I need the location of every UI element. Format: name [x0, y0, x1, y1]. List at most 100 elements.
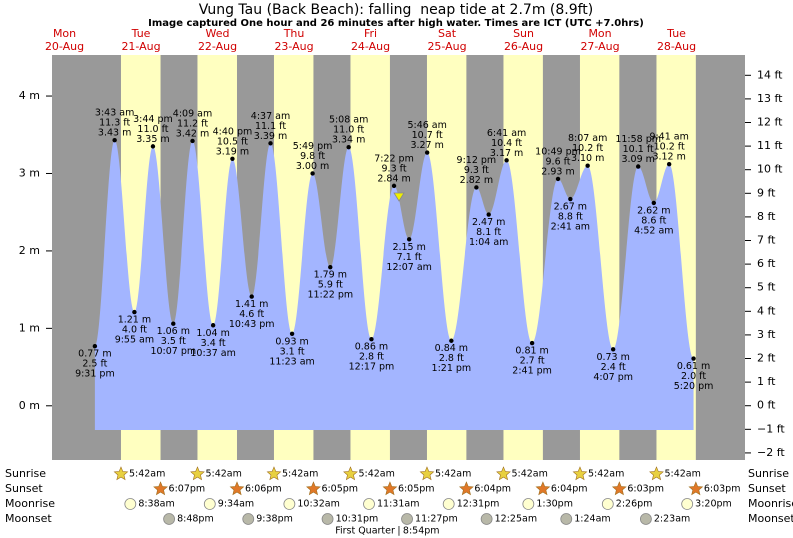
tide-label: 4:52 am — [634, 225, 673, 236]
tide-label: 3.27 m — [410, 140, 443, 151]
moonrise-icon — [203, 498, 216, 510]
moonrise-time: 2:26pm — [616, 499, 653, 510]
tide-label: 2.8 ft — [439, 353, 464, 364]
sunset-icon — [611, 481, 627, 496]
tide-label: 11.2 ft — [177, 118, 208, 129]
moonset-icon — [639, 513, 652, 525]
tide-label: 11.0 ft — [333, 125, 364, 136]
moonset-time: 10:31pm — [336, 514, 379, 525]
chart-subtitle: Image captured One hour and 26 minutes a… — [148, 18, 644, 29]
y-tick-label: 0 m — [19, 399, 40, 412]
tide-label: 0.93 m — [275, 336, 308, 347]
y2-tick-label: 11 ft — [757, 139, 783, 152]
sunrise-icon — [266, 466, 282, 481]
tide-label: 3.35 m — [136, 134, 169, 145]
tide-point — [424, 150, 430, 155]
tide-label: 8.6 ft — [641, 215, 666, 226]
day-name: Fri — [364, 27, 377, 40]
y-tick-label: 3 m — [19, 166, 40, 179]
tide-point — [555, 176, 561, 182]
tide-label: 10:37 am — [190, 348, 235, 359]
tide-label: 9:55 am — [115, 335, 154, 346]
tide-point — [190, 138, 195, 144]
tide-label: 4:37 am — [251, 111, 290, 122]
sunset-time: 6:04pm — [551, 484, 588, 495]
y-tick-label: 4 m — [19, 89, 40, 102]
day-date: 21-Aug — [121, 40, 160, 53]
row-label: Moonrise — [5, 497, 55, 510]
tide-label: 4:40 pm — [213, 126, 253, 137]
tide-label: 2:41 am — [551, 222, 590, 233]
sunset-icon — [535, 481, 551, 496]
day-name: Mon — [53, 27, 76, 40]
tide-label: 10:07 pm — [150, 346, 196, 357]
tide-point — [651, 200, 657, 206]
tide-label: 10.1 ft — [623, 144, 654, 155]
day-name: Sun — [513, 27, 534, 40]
y2-tick-label: 3 ft — [757, 328, 776, 341]
moonrise-icon — [442, 498, 455, 510]
row-label: Sunset — [5, 482, 43, 495]
y2-tick-label: 14 ft — [757, 68, 783, 81]
moonrise-icon — [363, 498, 375, 510]
tide-label: 0.86 m — [355, 342, 388, 353]
sunset-time: 6:05pm — [321, 484, 358, 495]
tide-label: 1.21 m — [118, 315, 151, 326]
tide-label: 10.7 ft — [412, 130, 443, 141]
sunrise-time: 5:42am — [588, 469, 624, 480]
day-date: 28-Aug — [657, 40, 696, 53]
tide-label: 2.8 ft — [359, 352, 384, 363]
moonset-time: 12:25am — [495, 514, 537, 525]
tide-point — [666, 161, 672, 167]
tide-label: 1.79 m — [314, 270, 347, 281]
tide-label: 3.4 ft — [201, 338, 226, 349]
tide-label: 2.15 m — [392, 242, 425, 253]
day-name: Tue — [666, 27, 686, 40]
labels-layer: Mon20-AugTue21-AugWed22-AugThu23-AugFri2… — [5, 27, 793, 537]
tide-point — [585, 163, 590, 168]
moonrise-icon — [522, 498, 535, 510]
moonrise-icon — [124, 498, 137, 510]
sunrise-time: 5:42am — [664, 469, 700, 480]
day-name: Mon — [588, 27, 611, 40]
tide-label: 3.5 ft — [161, 336, 186, 347]
tide-label: 9:31 pm — [75, 369, 115, 380]
tide-label: 2.82 m — [460, 175, 493, 186]
day-date: 20-Aug — [45, 40, 84, 53]
tide-layer — [94, 140, 694, 430]
tide-label: 2.47 m — [472, 217, 505, 228]
y2-tick-label: 1 ft — [757, 375, 776, 388]
row-label: Moonset — [748, 512, 793, 525]
tide-point — [369, 336, 374, 342]
now-marker — [393, 192, 405, 202]
day-date: 27-Aug — [580, 40, 619, 53]
day-date: 26-Aug — [504, 40, 543, 53]
tide-label: 2.93 m — [541, 166, 574, 177]
moonrise-time: 9:34am — [218, 499, 254, 510]
moonset-icon — [480, 513, 493, 525]
y2-tick-label: 12 ft — [757, 116, 783, 129]
sunrise-icon — [496, 466, 511, 481]
chart-title: Vung Tau (Back Beach): falling neap tide… — [199, 2, 594, 18]
tide-label: 4.0 ft — [122, 325, 147, 336]
tide-label: 10.2 ft — [572, 143, 603, 154]
row-label: Sunrise — [5, 467, 46, 480]
tide-label: 3:44 pm — [133, 114, 173, 125]
tide-label: 1.41 m — [235, 299, 268, 310]
tide-label: 3.17 m — [490, 148, 523, 159]
y-tick-label: 1 m — [19, 321, 40, 334]
moonset-icon — [321, 513, 334, 525]
sunrise-icon — [572, 466, 588, 481]
y2-tick-label: 8 ft — [757, 210, 776, 223]
tide-area — [94, 140, 694, 430]
tide-label: 9:12 pm — [457, 155, 497, 166]
sunrise-icon — [190, 466, 205, 481]
sunrise-time: 5:42am — [129, 469, 165, 480]
tide-point — [92, 343, 98, 349]
tide-label: 5:20 pm — [674, 381, 714, 392]
tide-label: 0.81 m — [515, 346, 548, 357]
tide-label: 6:41 am — [487, 128, 526, 139]
tide-label: 3.09 m — [621, 154, 654, 165]
moonset-time: 1:24am — [574, 514, 610, 525]
